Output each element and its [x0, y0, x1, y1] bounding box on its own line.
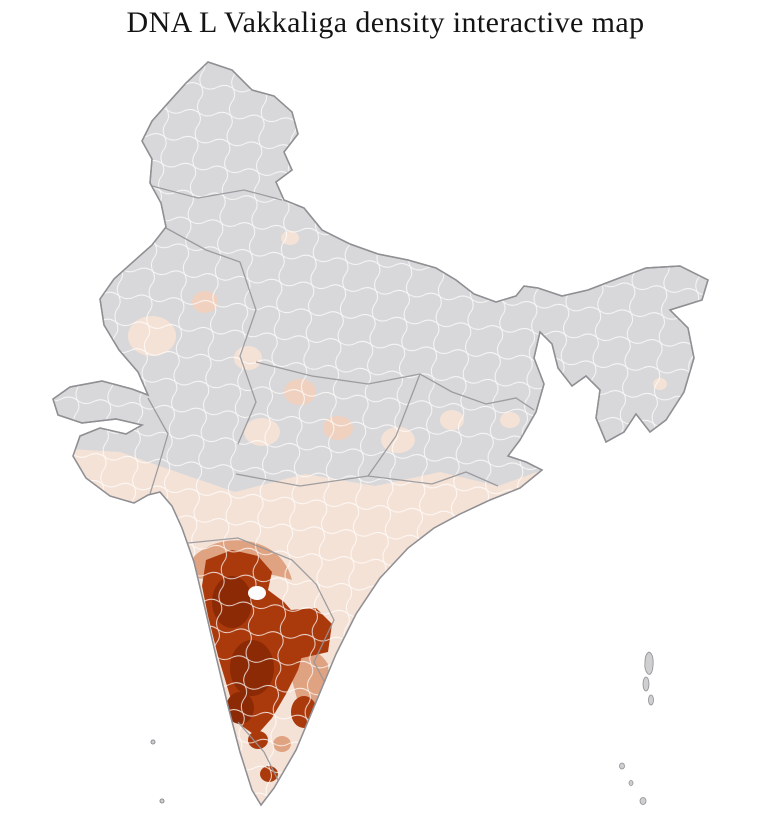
andaman-island-1[interactable]: [644, 651, 654, 675]
nicobar-island-3[interactable]: [639, 797, 647, 805]
state-border-line: [367, 373, 421, 477]
state-borders: [147, 185, 535, 793]
state-border-line: [255, 361, 453, 393]
region-tamilnadu-6[interactable]: [306, 731, 320, 743]
lakshadweep-islands[interactable]: [150, 739, 165, 804]
state-border-line: [291, 559, 335, 701]
state-border-line: [235, 473, 433, 487]
lakshadweep-island-2[interactable]: [159, 798, 165, 804]
andaman-nicobar-islands[interactable]: [619, 651, 654, 805]
state-border-line: [147, 397, 169, 495]
state-border-line: [177, 537, 293, 561]
state-border-line: [451, 391, 535, 411]
nicobar-island-1[interactable]: [619, 762, 625, 770]
nicobar-island-2[interactable]: [628, 780, 634, 786]
region-tamilnadu-3[interactable]: [293, 753, 309, 767]
state-border-line: [237, 721, 285, 793]
lakshadweep-island-1[interactable]: [150, 739, 156, 745]
state-border-line: [431, 471, 499, 487]
india-coastline: [52, 61, 709, 807]
state-border-line: [151, 185, 283, 201]
state-border-line: [165, 227, 241, 263]
region-tamilnadu-5[interactable]: [286, 776, 300, 788]
andaman-island-3[interactable]: [648, 694, 654, 706]
state-border-line: [237, 261, 257, 445]
andaman-island-2[interactable]: [642, 676, 650, 692]
page-title: DNA L Vakkaliga density interactive map: [126, 6, 645, 39]
